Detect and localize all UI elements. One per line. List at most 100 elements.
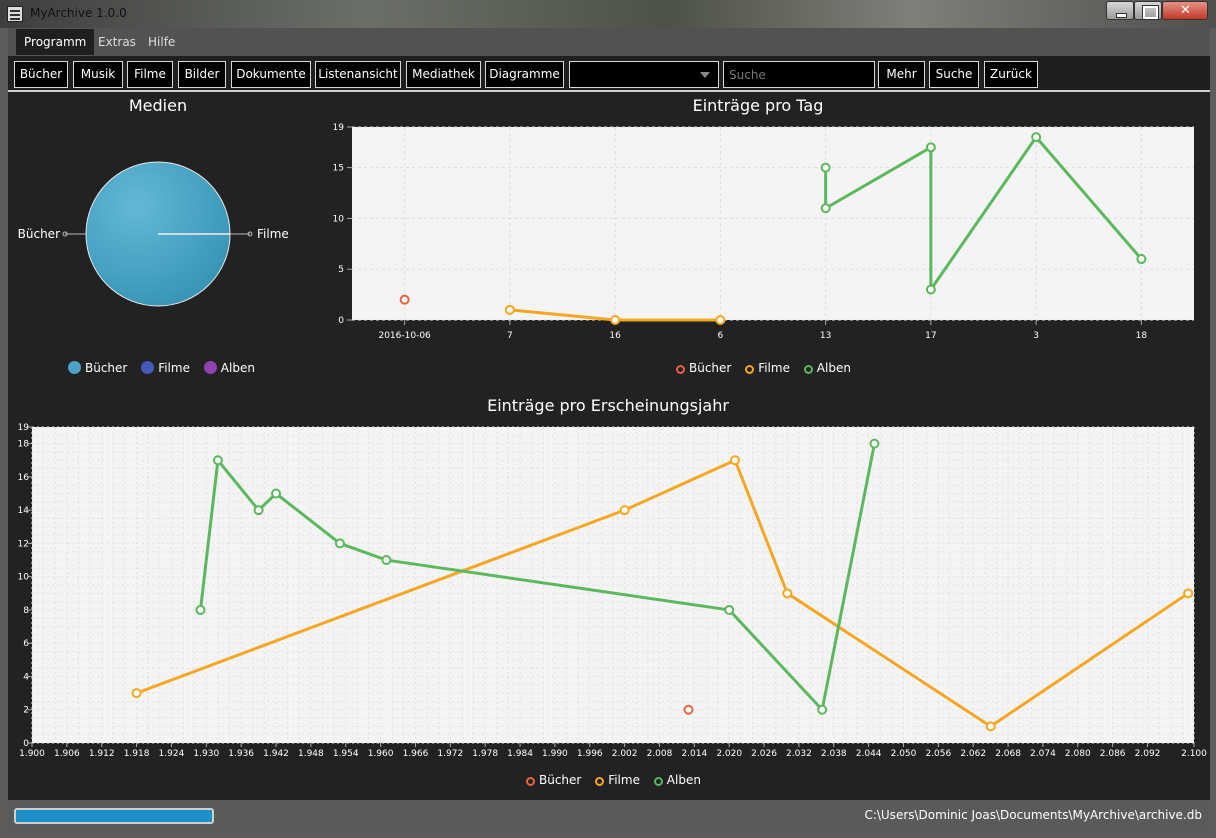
legend-marker-albums: [203, 361, 217, 374]
x-tick-label: 1.924: [159, 749, 185, 759]
y-tick-label: 18: [18, 440, 30, 450]
legend-marker-books: [526, 777, 535, 786]
back-button[interactable]: Zurück: [984, 61, 1038, 88]
x-tick-label: 1.990: [542, 749, 568, 759]
x-tick-label: 1.900: [19, 749, 45, 759]
legend-label-movies: Filme: [758, 361, 790, 375]
x-tick-label: 1.978: [472, 749, 498, 759]
menu-extras[interactable]: Extras: [98, 35, 136, 49]
y-tick-label: 15: [333, 164, 344, 174]
menu-programm[interactable]: Programm: [16, 29, 95, 55]
pie-label-books: Bücher: [18, 227, 60, 241]
data-point-movies: [730, 455, 741, 466]
y-tick-label: 2: [23, 706, 29, 716]
charts-button[interactable]: Diagramme: [485, 61, 564, 88]
y-tick-label: 16: [18, 473, 30, 483]
data-point-movies: [619, 505, 630, 516]
movies-button[interactable]: Filme: [127, 61, 173, 88]
y-tick-label: 14: [18, 506, 30, 516]
data-point-albums: [724, 604, 735, 615]
legend-marker-albums: [653, 777, 663, 786]
series-line-movies: [136, 458, 1190, 728]
legend-label-albums: Alben: [816, 361, 851, 375]
x-tick-label: 2.092: [1135, 749, 1161, 759]
x-tick-label: 2.044: [856, 749, 882, 759]
documents-button[interactable]: Dokumente: [231, 61, 311, 88]
legend-item-books: Bücher: [68, 361, 127, 375]
database-path: C:\Users\Dominic Joas\Documents\MyArchiv…: [864, 808, 1202, 822]
x-tick-label: 2.068: [995, 749, 1021, 759]
plot-area: [352, 127, 1194, 320]
data-point-albums: [1136, 254, 1147, 265]
media-library-button[interactable]: Mediathek: [406, 61, 481, 88]
legend-item-albums: Alben: [203, 361, 255, 375]
progress-bar: [14, 808, 214, 824]
x-tick-label: 2016-10-06: [378, 331, 431, 341]
x-tick-label: 13: [820, 331, 831, 341]
legend-item-books: Bücher: [526, 773, 581, 787]
y-tick-label: 6: [23, 639, 29, 649]
list-view-button[interactable]: Listenansicht: [315, 61, 401, 88]
x-tick-label: 16: [609, 331, 621, 341]
data-point-albums: [820, 203, 831, 214]
progress-fill: [16, 810, 212, 822]
daily-entries-chart: 2016-10-06 7 16 6 13 17 3 18 0 5 10 15 19: [333, 123, 1194, 341]
legend-label-movies: Filme: [608, 773, 640, 787]
pie-leader-dot-movies: [247, 231, 253, 237]
data-point-albums: [212, 455, 223, 466]
images-button[interactable]: Bilder: [178, 61, 226, 88]
x-tick-label: 2.002: [612, 749, 638, 759]
legend-marker-books: [68, 361, 81, 374]
legend-marker-books: [676, 365, 685, 374]
x-tick-label: 7: [507, 331, 513, 341]
maximize-button[interactable]: [1134, 1, 1162, 20]
x-tick-label: 2.086: [1100, 749, 1126, 759]
x-tick-label: 2.050: [891, 749, 917, 759]
x-tick-label: 1.912: [89, 749, 115, 759]
search-input[interactable]: [723, 61, 875, 88]
pie-leader-dot-books: [62, 231, 68, 237]
data-point-albums: [820, 162, 831, 173]
more-button[interactable]: Mehr: [878, 61, 925, 88]
y-tick-label: 19: [333, 123, 345, 133]
pie-chart: Bücher Filme: [18, 161, 289, 307]
year-chart-title: Einträge pro Erscheinungsjahr: [487, 396, 729, 415]
category-dropdown[interactable]: [569, 61, 719, 88]
data-point-movies: [782, 588, 793, 599]
data-point-albums: [1031, 132, 1042, 143]
data-point-movies: [715, 315, 726, 325]
music-button[interactable]: Musik: [73, 61, 123, 88]
yearly-entries-chart: 1.900 1.906 1.912 1.918 1.924 1.930 1.936 1.942…: [18, 423, 1208, 759]
x-tick-label: 2.032: [786, 749, 812, 759]
legend-marker-movies: [141, 361, 155, 374]
x-tick-label: 17: [925, 331, 936, 341]
books-button[interactable]: Bücher: [14, 61, 68, 88]
window-titlebar: MyArchive 1.0.0: [0, 0, 1216, 28]
x-tick-label: 1.954: [333, 749, 359, 759]
legend-item-movies: Filme: [141, 361, 190, 375]
legend-marker-movies: [745, 365, 755, 374]
data-point-movies: [131, 688, 142, 699]
menu-bar: Programm Extras Hilfe: [8, 28, 1210, 56]
menu-hilfe[interactable]: Hilfe: [148, 35, 176, 49]
x-tick-label: 3: [1033, 331, 1039, 341]
minimize-button[interactable]: [1106, 1, 1134, 20]
pie-chart-title: Medien: [128, 96, 188, 115]
data-point-albums: [925, 284, 936, 295]
x-tick-label: 2.038: [821, 749, 847, 759]
data-point-movies: [504, 304, 515, 315]
y-tick-label: 0: [23, 739, 29, 749]
x-tick-label: 2.014: [681, 749, 707, 759]
legend-label-movies: Filme: [158, 361, 190, 375]
legend-label-albums: Alben: [666, 773, 701, 787]
y-tick-label: 10: [18, 573, 30, 583]
y-tick-label: 19: [18, 423, 30, 433]
x-tick-label: 2.008: [647, 749, 673, 759]
x-tick-label: 1.966: [403, 749, 429, 759]
x-tick-label: 1.960: [368, 749, 394, 759]
data-point-albums: [271, 488, 282, 499]
y-tick-label: 12: [18, 539, 29, 549]
close-button[interactable]: [1162, 1, 1208, 20]
toolbar: Bücher Musik Filme Bilder Dokumente List…: [8, 56, 1210, 92]
search-button[interactable]: Suche: [929, 61, 979, 88]
